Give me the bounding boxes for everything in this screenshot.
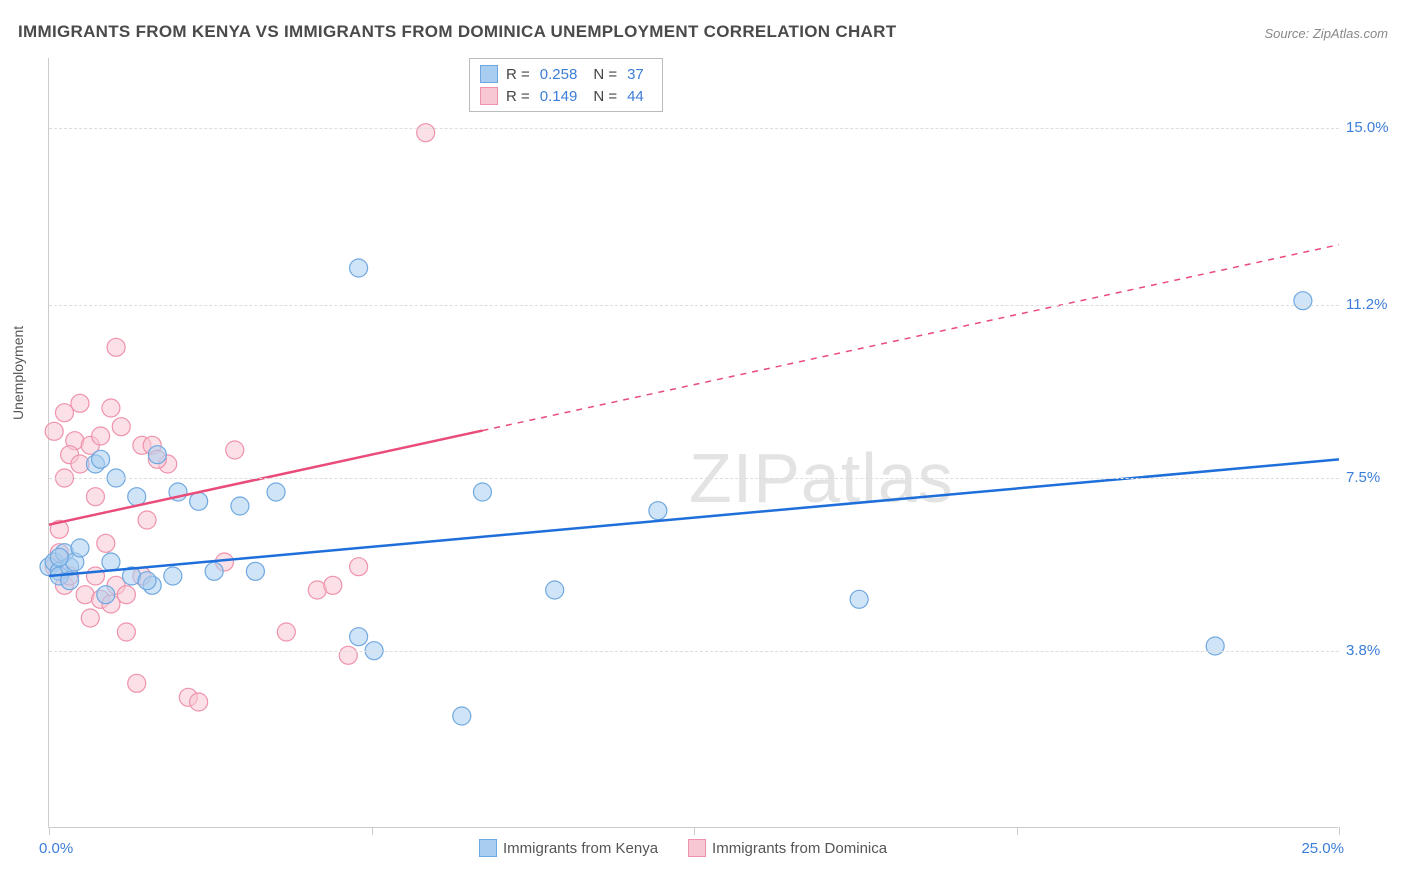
- x-tick: [694, 827, 695, 835]
- legend-row-series1: R = 0.258 N = 37: [480, 63, 652, 85]
- legend-swatch-kenya: [480, 65, 498, 83]
- y-tick-label: 7.5%: [1346, 469, 1396, 486]
- chart-container: IMMIGRANTS FROM KENYA VS IMMIGRANTS FROM…: [0, 0, 1406, 892]
- y-tick-label: 11.2%: [1346, 296, 1396, 313]
- legend-label-kenya: Immigrants from Kenya: [503, 840, 658, 857]
- plot-svg: [49, 58, 1339, 828]
- series-legend: Immigrants from Kenya Immigrants from Do…: [479, 839, 887, 857]
- x-axis-label-min: 0.0%: [39, 840, 73, 857]
- chart-title: IMMIGRANTS FROM KENYA VS IMMIGRANTS FROM…: [18, 22, 896, 42]
- legend-swatch-kenya-icon: [479, 839, 497, 857]
- legend-label-dominica: Immigrants from Dominica: [712, 840, 887, 857]
- y-axis-title: Unemployment: [10, 326, 26, 420]
- x-tick: [1017, 827, 1018, 835]
- source-label: Source: ZipAtlas.com: [1264, 26, 1388, 41]
- plot-area: ZIPatlas R = 0.258 N = 37 R = 0.149 N = …: [48, 58, 1338, 828]
- x-axis-label-max: 25.0%: [1301, 840, 1344, 857]
- y-tick-label: 15.0%: [1346, 119, 1396, 136]
- x-tick: [49, 827, 50, 835]
- correlation-legend: R = 0.258 N = 37 R = 0.149 N = 44: [469, 58, 663, 112]
- y-tick-label: 3.8%: [1346, 642, 1396, 659]
- gridline: [49, 305, 1339, 306]
- legend-item-kenya: Immigrants from Kenya: [479, 839, 658, 857]
- x-tick: [372, 827, 373, 835]
- gridline: [49, 651, 1339, 652]
- x-tick: [1339, 827, 1340, 835]
- legend-swatch-dominica-icon: [688, 839, 706, 857]
- gridline: [49, 478, 1339, 479]
- legend-swatch-dominica: [480, 87, 498, 105]
- legend-row-series2: R = 0.149 N = 44: [480, 85, 652, 107]
- gridline: [49, 128, 1339, 129]
- legend-item-dominica: Immigrants from Dominica: [688, 839, 887, 857]
